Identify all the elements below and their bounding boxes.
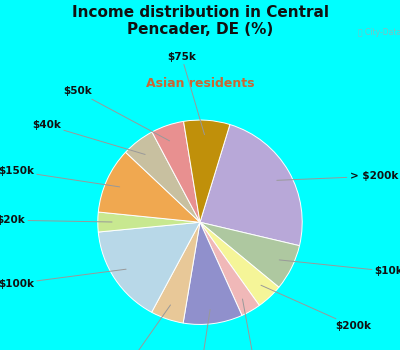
- Text: $150k: $150k: [0, 166, 120, 187]
- Wedge shape: [98, 222, 200, 312]
- Wedge shape: [98, 212, 200, 232]
- Wedge shape: [200, 222, 300, 287]
- Wedge shape: [152, 222, 200, 323]
- Text: $60k: $60k: [242, 299, 276, 350]
- Text: > $200k: > $200k: [277, 171, 398, 181]
- Text: Income distribution in Central
Pencader, DE (%): Income distribution in Central Pencader,…: [72, 5, 328, 37]
- Text: $20k: $20k: [0, 215, 112, 225]
- Wedge shape: [183, 222, 242, 324]
- Wedge shape: [126, 132, 200, 222]
- Text: $10k: $10k: [279, 260, 400, 276]
- Wedge shape: [200, 222, 279, 306]
- Text: $75k: $75k: [167, 52, 204, 135]
- Text: $30k: $30k: [94, 305, 170, 350]
- Text: $200k: $200k: [261, 285, 371, 331]
- Text: $100k: $100k: [0, 269, 126, 288]
- Wedge shape: [200, 222, 259, 315]
- Wedge shape: [200, 125, 302, 246]
- Text: Asian residents: Asian residents: [146, 77, 254, 90]
- Text: $40k: $40k: [32, 120, 145, 154]
- Text: $50k: $50k: [63, 86, 170, 141]
- Wedge shape: [152, 121, 200, 222]
- Wedge shape: [98, 152, 200, 222]
- Text: $125k: $125k: [177, 309, 213, 350]
- Text: ⓘ City-Data.com: ⓘ City-Data.com: [358, 28, 400, 37]
- Wedge shape: [184, 120, 230, 222]
